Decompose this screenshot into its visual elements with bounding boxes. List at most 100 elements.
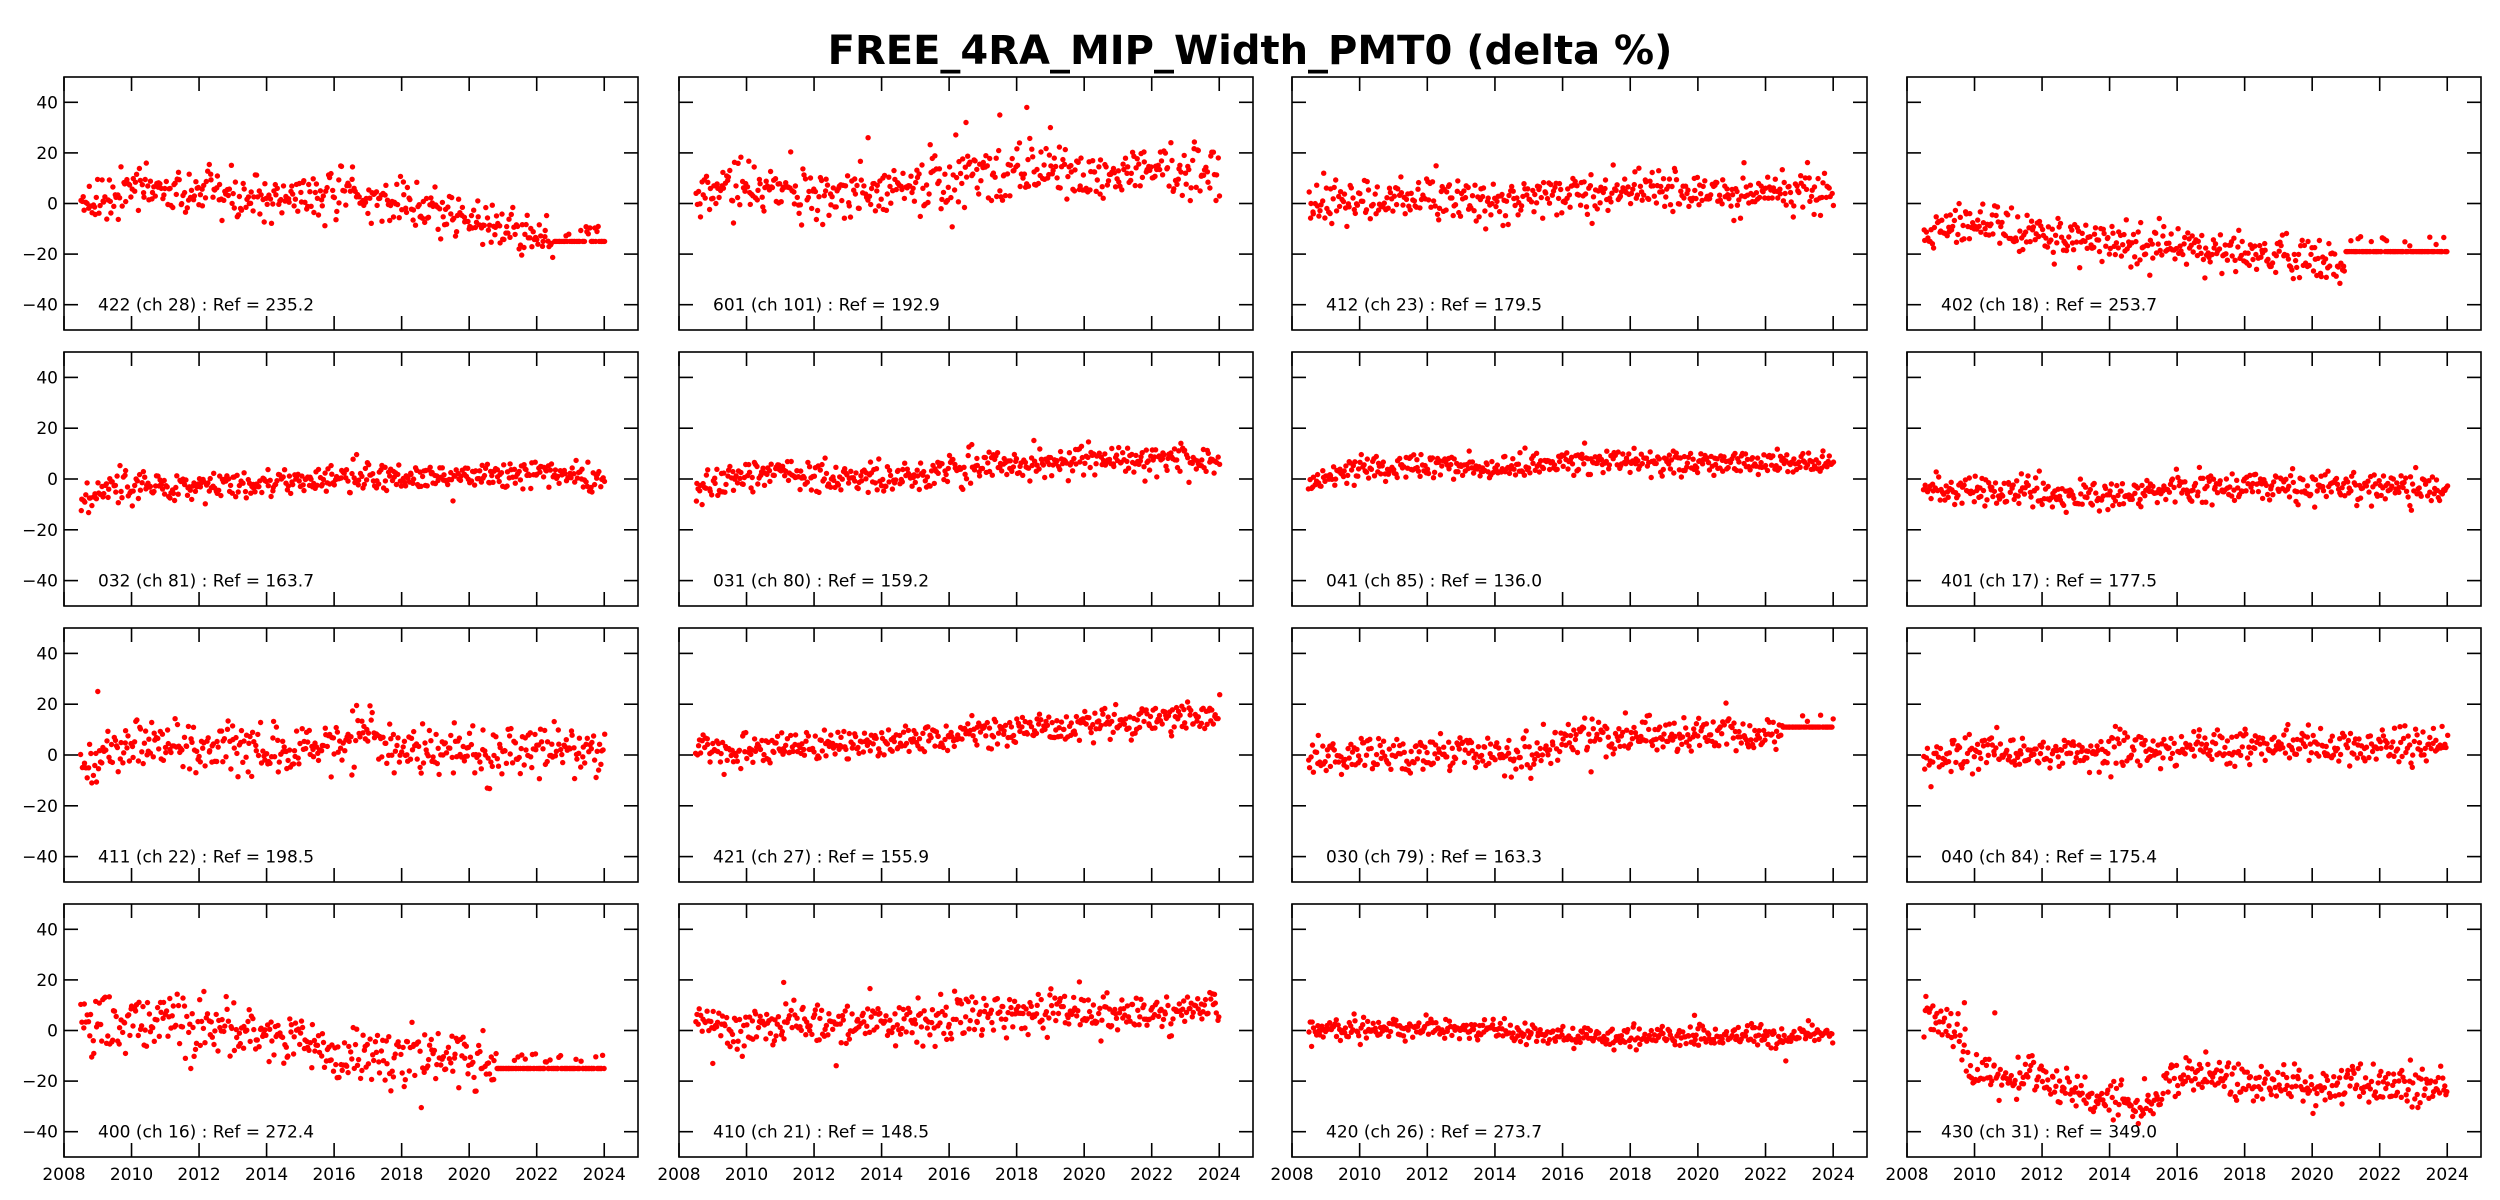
data-point (2189, 498, 2195, 504)
data-point (806, 188, 812, 195)
data-point (912, 479, 918, 486)
data-point (349, 164, 356, 170)
data-point (1430, 198, 1437, 204)
data-point (2175, 226, 2181, 232)
data-point (1629, 736, 1636, 742)
data-point (1819, 194, 1825, 201)
data-point (2119, 481, 2126, 487)
data-point (171, 497, 178, 504)
data-point (842, 183, 849, 189)
data-point (1094, 177, 1101, 183)
data-point (1014, 162, 1021, 168)
data-point (1338, 771, 1345, 778)
data-point (229, 490, 235, 496)
data-point (1119, 187, 1125, 193)
data-point (1215, 715, 1221, 722)
data-point (428, 738, 434, 744)
data-point (1540, 179, 1547, 186)
data-point (829, 194, 835, 200)
data-point (1083, 721, 1089, 727)
data-point (394, 201, 401, 208)
data-point (83, 492, 89, 498)
data-point (1959, 500, 1965, 506)
data-point (1187, 712, 1193, 718)
data-point (959, 736, 965, 742)
data-point (253, 742, 259, 749)
data-point (2209, 502, 2215, 508)
data-point (855, 485, 861, 492)
data-point (1487, 741, 1494, 747)
data-point (443, 221, 450, 227)
data-point (1667, 202, 1674, 208)
data-point (1515, 212, 1521, 218)
data-point (1671, 720, 1677, 726)
data-point (2057, 220, 2064, 227)
data-point (1524, 192, 1530, 198)
data-point (932, 743, 938, 749)
data-point (2286, 483, 2292, 489)
data-point (703, 472, 710, 478)
data-point (1348, 467, 1355, 473)
data-point (2036, 218, 2043, 225)
data-point (1213, 172, 1220, 178)
data-point (328, 462, 334, 469)
data-point (120, 760, 126, 766)
data-point (1527, 765, 1533, 771)
subplot: 401 (ch 17) : Ref = 177.5 (1906, 351, 2482, 607)
data-point (805, 459, 811, 466)
data-point (562, 471, 568, 477)
data-point (1371, 473, 1378, 479)
data-point (2229, 493, 2235, 499)
data-point (84, 480, 90, 486)
data-point (1448, 461, 1454, 468)
data-point (124, 176, 130, 183)
data-point (2016, 500, 2022, 507)
data-point (824, 182, 831, 188)
data-point (723, 481, 729, 488)
data-point (891, 738, 897, 745)
data-point (2405, 494, 2411, 500)
data-point (601, 238, 608, 245)
data-point (761, 208, 767, 214)
data-point (1622, 710, 1629, 716)
data-point (1385, 761, 1392, 767)
data-point (1592, 454, 1598, 460)
data-point (1649, 169, 1655, 176)
data-point (906, 748, 912, 755)
data-point (290, 481, 296, 488)
data-point (252, 489, 258, 495)
data-point (2299, 237, 2305, 243)
data-point (738, 154, 744, 160)
data-point (1394, 736, 1400, 743)
data-point (353, 451, 360, 458)
data-point (550, 254, 556, 261)
data-point (208, 171, 214, 177)
data-point (2130, 231, 2137, 238)
data-point (1100, 711, 1106, 717)
data-point (807, 175, 814, 181)
data-point (1806, 175, 1812, 181)
data-point (984, 719, 990, 726)
data-point (502, 748, 508, 754)
data-point (1721, 722, 1728, 728)
data-point (465, 218, 471, 225)
data-point (2231, 235, 2237, 241)
data-point (111, 203, 117, 209)
data-point (81, 207, 87, 213)
data-point (135, 207, 142, 214)
data-point (2306, 262, 2312, 269)
data-point (1573, 731, 1579, 738)
data-point (598, 761, 604, 767)
data-point (82, 499, 88, 505)
data-point (1683, 739, 1690, 745)
data-point (811, 473, 818, 479)
data-point (322, 725, 328, 731)
data-point (1112, 184, 1119, 190)
data-point (1791, 456, 1797, 462)
data-point (880, 476, 886, 483)
data-point (2235, 244, 2241, 250)
data-point (1124, 170, 1130, 176)
data-point (1687, 450, 1694, 457)
data-point (532, 731, 538, 738)
